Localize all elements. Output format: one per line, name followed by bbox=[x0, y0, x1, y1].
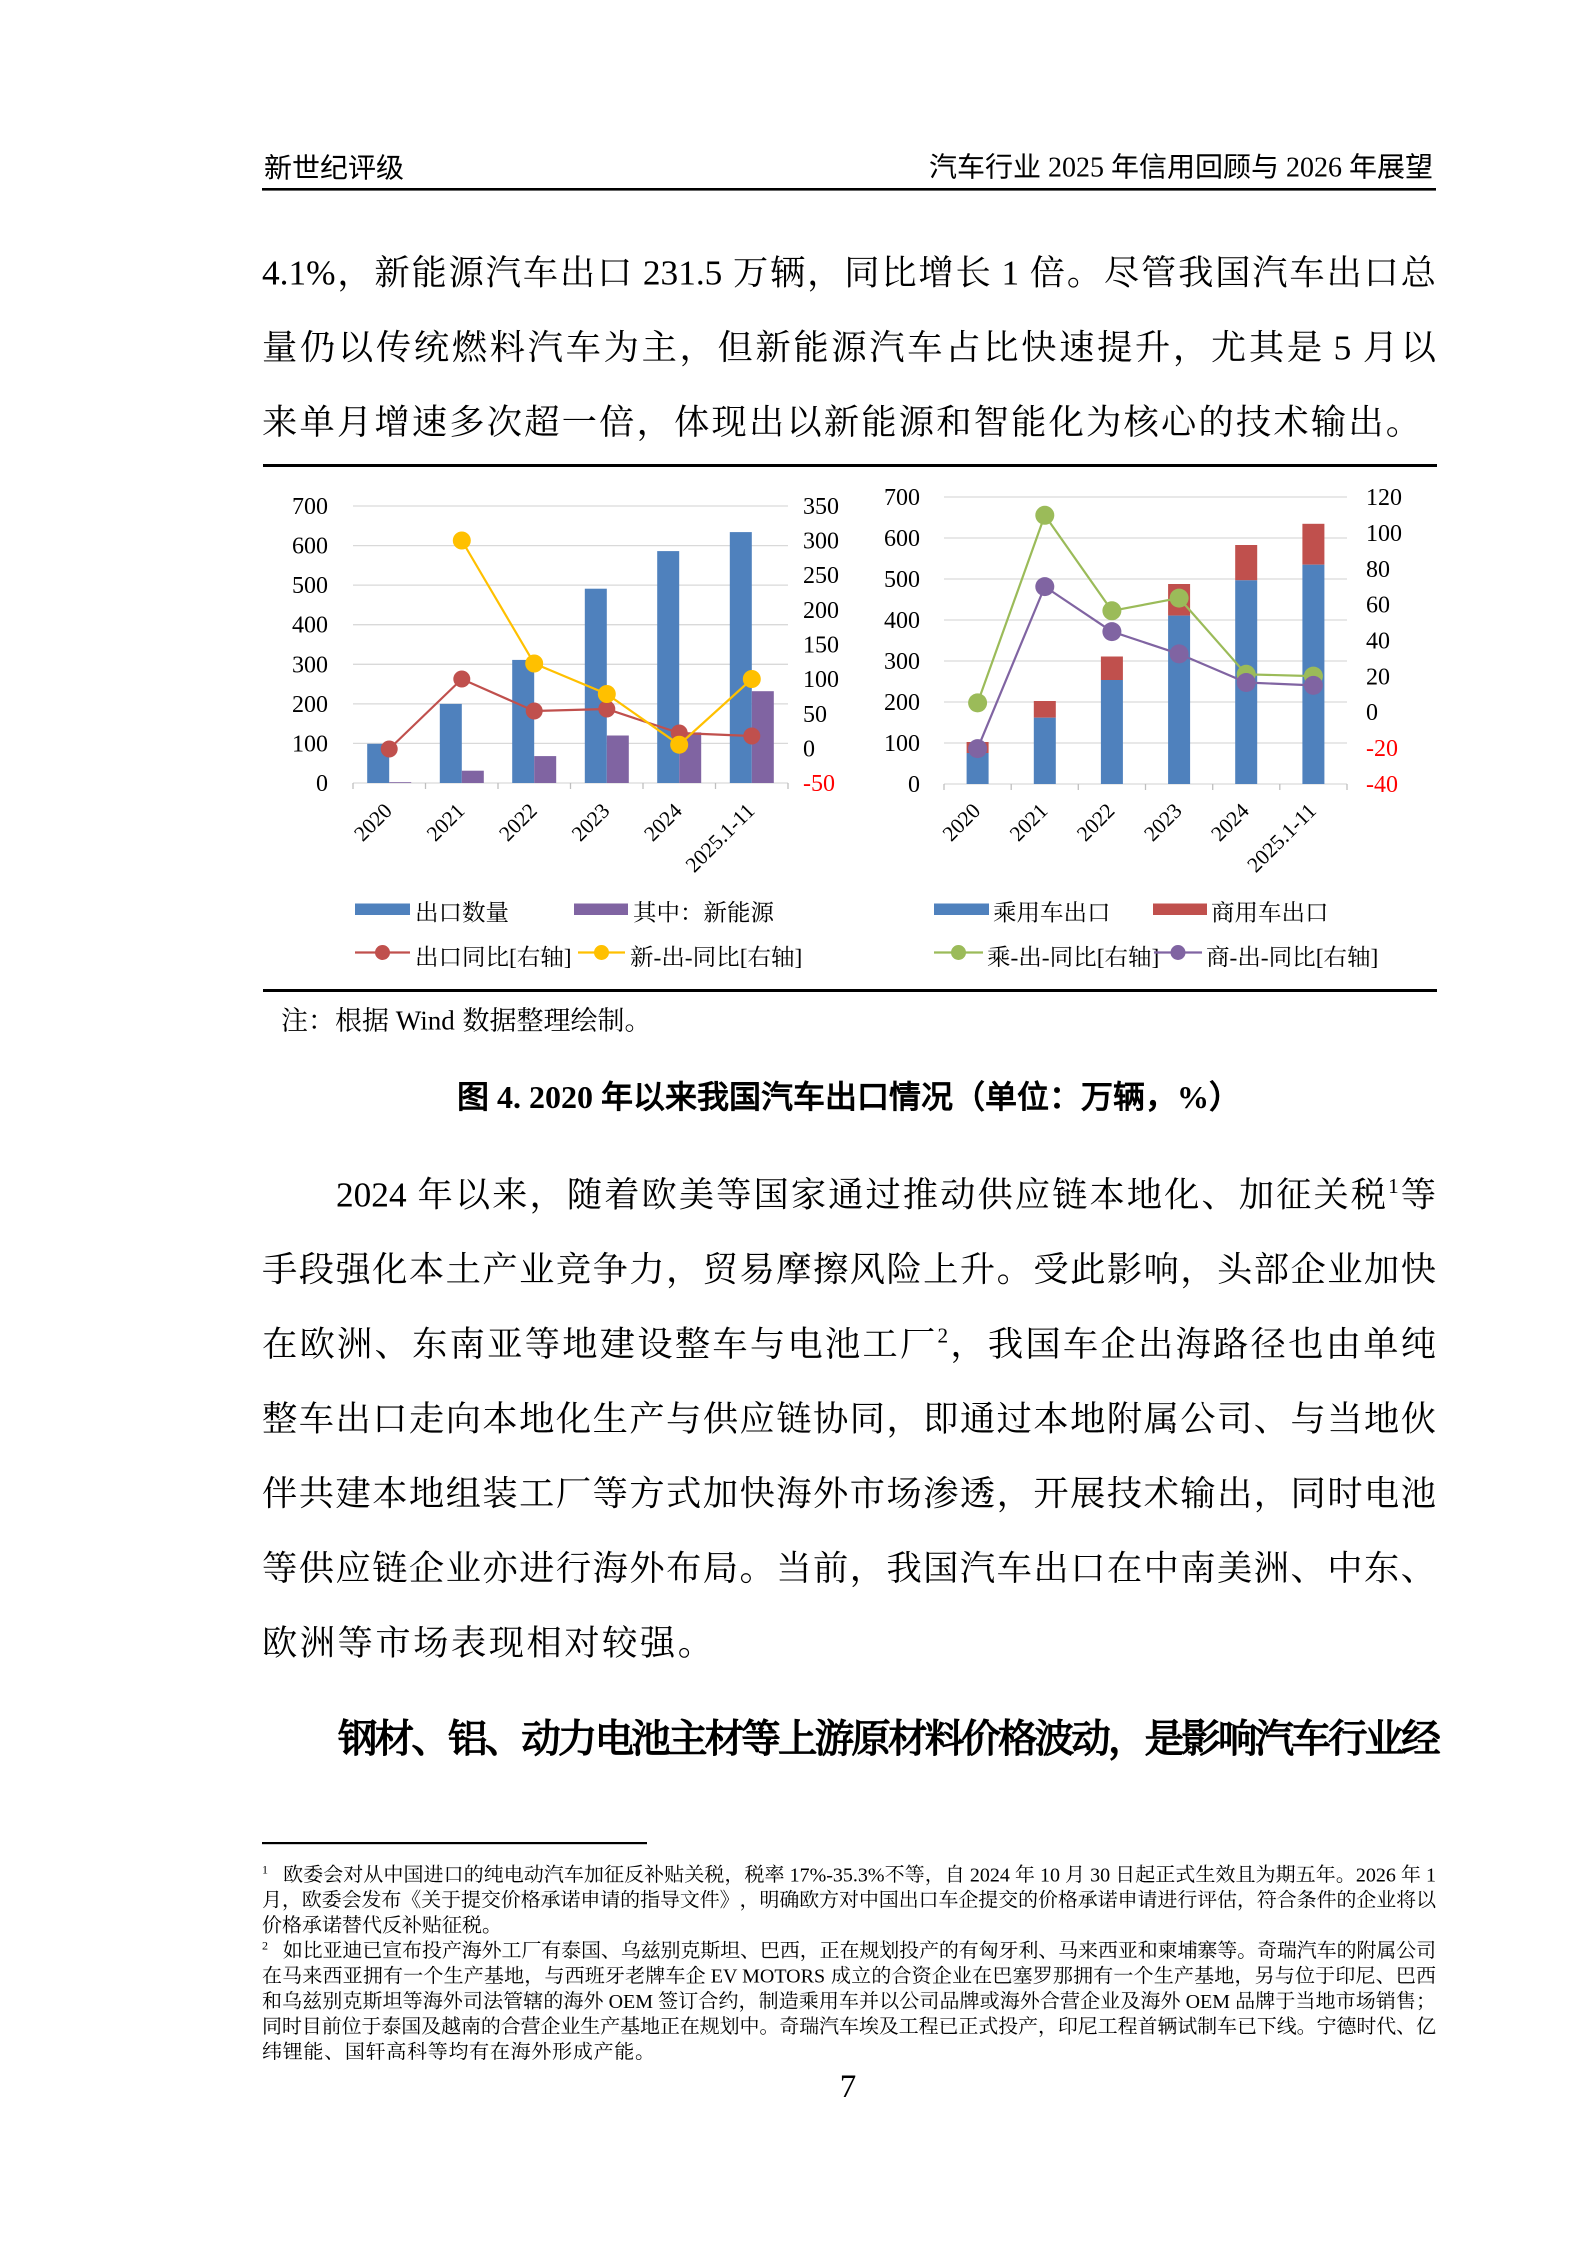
svg-text:50: 50 bbox=[803, 702, 827, 728]
svg-text:-: - bbox=[1230, 945, 1238, 971]
svg-text:250: 250 bbox=[803, 563, 839, 589]
svg-text:700: 700 bbox=[292, 494, 328, 520]
svg-text:[: [ bbox=[740, 945, 748, 971]
svg-text:100: 100 bbox=[884, 731, 920, 757]
svg-text:%: % bbox=[1177, 1079, 1209, 1115]
svg-text:1: 1 bbox=[262, 1863, 268, 1877]
svg-text:[: [ bbox=[1097, 945, 1105, 971]
svg-text:40: 40 bbox=[1366, 629, 1390, 655]
svg-text:500: 500 bbox=[292, 573, 328, 599]
svg-text:7: 7 bbox=[840, 2069, 857, 2105]
svg-text:150: 150 bbox=[803, 633, 839, 659]
svg-text:10: 10 bbox=[1040, 1864, 1060, 1886]
svg-text:2024: 2024 bbox=[970, 1864, 1010, 1886]
svg-text:300: 300 bbox=[884, 649, 920, 675]
svg-text:17%-35.3%: 17%-35.3% bbox=[790, 1864, 885, 1886]
svg-text:2025: 2025 bbox=[1048, 153, 1104, 184]
svg-text:400: 400 bbox=[884, 608, 920, 634]
svg-text:]: ] bbox=[1371, 945, 1379, 971]
svg-text:]: ] bbox=[564, 945, 572, 971]
svg-text:60: 60 bbox=[1366, 593, 1390, 619]
svg-text:300: 300 bbox=[803, 529, 839, 555]
svg-text:2024: 2024 bbox=[336, 1176, 407, 1215]
svg-text:-: - bbox=[1011, 945, 1019, 971]
svg-text:500: 500 bbox=[884, 567, 920, 593]
svg-text:120: 120 bbox=[1366, 485, 1402, 511]
svg-text:OEM: OEM bbox=[609, 1991, 654, 2013]
svg-text:200: 200 bbox=[884, 690, 920, 716]
svg-text:600: 600 bbox=[292, 534, 328, 560]
svg-text:80: 80 bbox=[1366, 557, 1390, 583]
svg-text:700: 700 bbox=[884, 485, 920, 511]
svg-text:100: 100 bbox=[292, 731, 328, 757]
svg-text:4.1%: 4.1% bbox=[262, 254, 336, 293]
svg-text:-: - bbox=[1261, 945, 1269, 971]
svg-text:4. 2020: 4. 2020 bbox=[497, 1079, 593, 1115]
svg-text:400: 400 bbox=[292, 613, 328, 639]
svg-text:-: - bbox=[685, 945, 693, 971]
svg-text:1: 1 bbox=[1426, 1864, 1436, 1886]
svg-text:1: 1 bbox=[1002, 254, 1020, 293]
svg-text:-20: -20 bbox=[1366, 736, 1398, 762]
svg-text:2: 2 bbox=[938, 1324, 949, 1348]
svg-text:1: 1 bbox=[1388, 1174, 1399, 1198]
svg-text:EV MOTORS: EV MOTORS bbox=[711, 1966, 825, 1988]
svg-text:]: ] bbox=[1152, 945, 1160, 971]
svg-text:-: - bbox=[1042, 945, 1050, 971]
svg-text:2026: 2026 bbox=[1286, 153, 1342, 184]
svg-text:200: 200 bbox=[292, 692, 328, 718]
svg-text:5: 5 bbox=[1334, 328, 1352, 367]
svg-text:-: - bbox=[654, 945, 662, 971]
svg-text:0: 0 bbox=[803, 736, 815, 762]
svg-text:-50: -50 bbox=[803, 771, 835, 797]
svg-text:Wind: Wind bbox=[396, 1006, 455, 1036]
svg-text:231.5: 231.5 bbox=[643, 254, 722, 293]
svg-text:30: 30 bbox=[1090, 1864, 1110, 1886]
svg-text:200: 200 bbox=[803, 598, 839, 624]
svg-text:]: ] bbox=[795, 945, 803, 971]
svg-text:-40: -40 bbox=[1366, 772, 1398, 798]
svg-text:0: 0 bbox=[1366, 700, 1378, 726]
svg-text:350: 350 bbox=[803, 494, 839, 520]
svg-text:600: 600 bbox=[884, 526, 920, 552]
svg-text:100: 100 bbox=[1366, 521, 1402, 547]
svg-text:2026: 2026 bbox=[1356, 1864, 1396, 1886]
svg-text:0: 0 bbox=[316, 771, 328, 797]
svg-text:0: 0 bbox=[908, 772, 920, 798]
svg-text:[: [ bbox=[509, 945, 517, 971]
svg-text:100: 100 bbox=[803, 667, 839, 693]
svg-text:20: 20 bbox=[1366, 664, 1390, 690]
svg-text:300: 300 bbox=[292, 652, 328, 678]
svg-text:2: 2 bbox=[262, 1939, 268, 1953]
svg-text:OEM: OEM bbox=[1186, 1991, 1231, 2013]
svg-text:[: [ bbox=[1316, 945, 1324, 971]
